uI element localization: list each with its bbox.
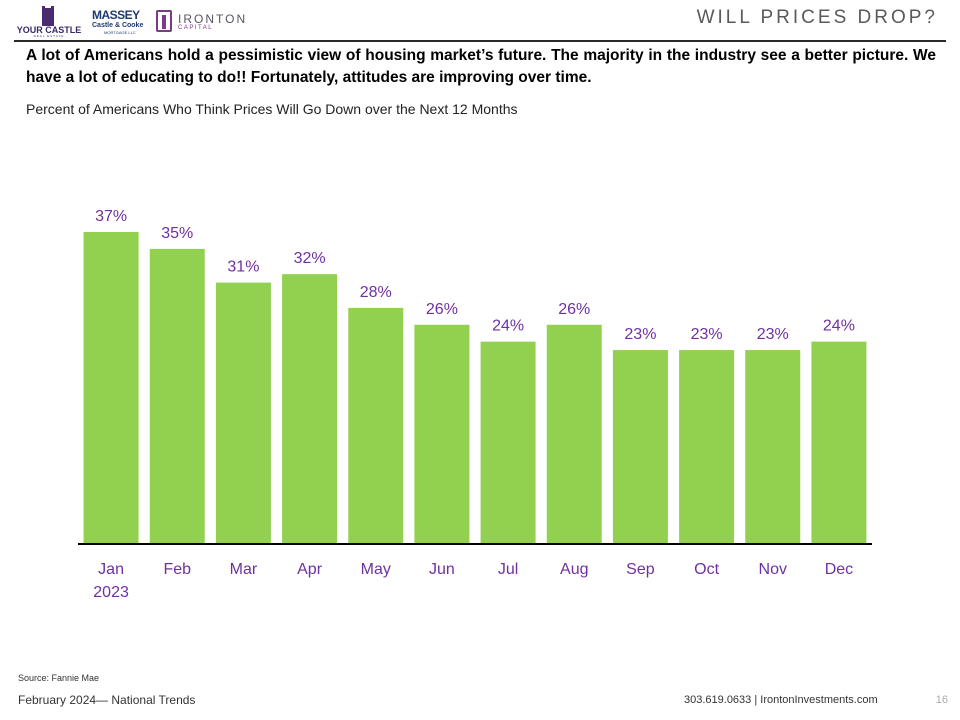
x-tick-label: 2023	[93, 584, 129, 601]
page-title: WILL PRICES DROP?	[696, 7, 938, 28]
bar	[83, 232, 139, 544]
x-tick-label: Oct	[694, 561, 719, 578]
massey-logo-text: MASSEY	[92, 8, 140, 22]
bar-value-label: 23%	[624, 326, 656, 343]
castle-cooke-logo-text: Castle & Cooke	[92, 22, 144, 29]
x-tick-label: Jun	[429, 561, 455, 578]
bar-value-label: 24%	[492, 318, 524, 335]
x-tick-label: Jan	[98, 561, 124, 578]
source-note: Source: Fannie Mae	[18, 673, 100, 683]
bar-value-label: 31%	[227, 259, 259, 276]
ironton-icon	[156, 10, 172, 32]
mortgage-logo-text: MORTGAGE LLC	[104, 30, 136, 35]
x-tick-label: Dec	[825, 561, 853, 578]
x-tick-label: Jul	[498, 561, 518, 578]
headline-text: A lot of Americans hold a pessimistic vi…	[26, 47, 936, 86]
ironton-logo-subtext: CAPITAL	[178, 25, 214, 31]
x-tick-label: Apr	[297, 561, 323, 578]
header-divider	[14, 40, 946, 42]
bar-value-label: 23%	[691, 326, 723, 343]
bar-value-label: 37%	[95, 208, 127, 225]
page-number: 16	[935, 694, 948, 706]
ironton-capital-logo: IRONTON CAPITAL	[156, 8, 246, 38]
bar	[414, 324, 470, 544]
your-castle-logo: YOUR CASTLE REAL ESTATE	[14, 6, 84, 38]
x-tick-label: Feb	[163, 561, 191, 578]
footer-contact: 303.619.0633 | IrontonInvestments.com	[684, 694, 878, 706]
bar	[679, 350, 735, 544]
ironton-logo-text: IRONTON	[178, 12, 248, 26]
bar	[612, 350, 668, 544]
your-castle-logo-text: YOUR CASTLE	[16, 25, 82, 35]
x-tick-label: Sep	[626, 561, 655, 578]
x-tick-label: May	[361, 561, 391, 578]
bar	[282, 274, 338, 544]
castle-icon	[42, 6, 54, 26]
bar	[745, 350, 801, 544]
bar	[546, 324, 602, 544]
bar-value-label: 24%	[823, 318, 855, 335]
bar-value-label: 26%	[426, 301, 458, 318]
bar	[811, 341, 867, 544]
x-tick-label: Nov	[759, 561, 787, 578]
chart-subtitle: Percent of Americans Who Think Prices Wi…	[26, 101, 518, 117]
bar-value-label: 32%	[294, 250, 326, 267]
bar	[348, 307, 404, 544]
your-castle-logo-subtext: REAL ESTATE	[33, 34, 65, 38]
bar	[149, 248, 205, 544]
x-tick-label: Aug	[560, 561, 588, 578]
massey-castle-cooke-logo: MASSEY Castle & Cooke MORTGAGE LLC	[92, 8, 152, 38]
bar	[480, 341, 536, 544]
x-tick-label: Mar	[230, 561, 258, 578]
bar-value-label: 35%	[161, 225, 193, 242]
bar-value-label: 28%	[360, 284, 392, 301]
logo-group: YOUR CASTLE REAL ESTATE MASSEY Castle & …	[14, 6, 246, 38]
bar	[215, 282, 271, 544]
bar-value-label: 26%	[558, 301, 590, 318]
footer-date: February 2024— National Trends	[18, 693, 196, 707]
bar-value-label: 23%	[757, 326, 789, 343]
